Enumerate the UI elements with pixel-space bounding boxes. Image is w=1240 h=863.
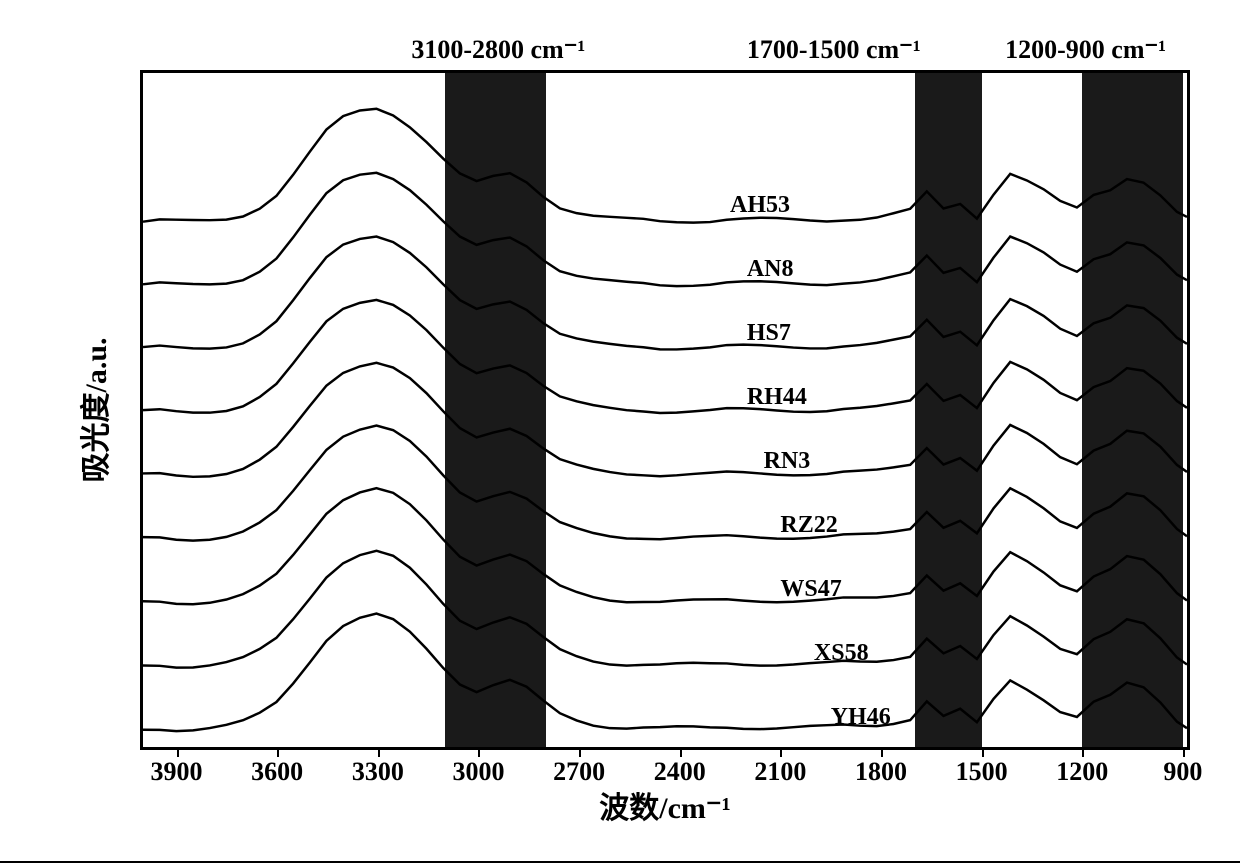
x-tick-label: 1800 — [855, 757, 907, 787]
spectrum-YH46 — [143, 614, 1187, 732]
spectrum-XS58 — [143, 551, 1187, 668]
band-label-2: 1200-900 cm⁻¹ — [1005, 35, 1166, 65]
spectrum-WS47 — [143, 488, 1187, 604]
series-label-an8: AN8 — [747, 256, 794, 283]
series-label-xs58: XS58 — [814, 640, 869, 667]
spectrum-AH53 — [143, 109, 1187, 223]
band-label-1: 1700-1500 cm⁻¹ — [747, 35, 921, 65]
x-tick-label: 3000 — [452, 757, 504, 787]
series-label-ws47: WS47 — [780, 576, 841, 603]
series-label-hs7: HS7 — [747, 320, 791, 347]
x-tick-label: 3900 — [151, 757, 203, 787]
x-tick-label: 1200 — [1056, 757, 1108, 787]
x-tick-label: 900 — [1163, 757, 1202, 787]
spectrum-RH44 — [143, 300, 1187, 413]
x-tick-label: 3300 — [352, 757, 404, 787]
series-label-rh44: RH44 — [747, 384, 807, 411]
band-label-0: 3100-2800 cm⁻¹ — [411, 35, 585, 65]
spectrum-HS7 — [143, 237, 1187, 350]
x-tick-label: 2700 — [553, 757, 605, 787]
series-label-rn3: RN3 — [764, 448, 811, 475]
y-axis-label: 吸光度/a.u. — [71, 337, 115, 482]
plot-area: 3100-2800 cm⁻¹ 1700-1500 cm⁻¹ 1200-900 c… — [140, 70, 1190, 750]
x-tick-label: 2100 — [754, 757, 806, 787]
spectrum-AN8 — [143, 173, 1187, 286]
series-label-yh46: YH46 — [831, 704, 891, 731]
spectra-lines — [143, 73, 1187, 747]
spectrum-RZ22 — [143, 426, 1187, 541]
x-tick-label: 3600 — [251, 757, 303, 787]
series-label-ah53: AH53 — [730, 192, 790, 219]
spectrum-RN3 — [143, 363, 1187, 477]
ftir-chart: 3100-2800 cm⁻¹ 1700-1500 cm⁻¹ 1200-900 c… — [60, 20, 1210, 800]
x-tick-label: 1500 — [956, 757, 1008, 787]
series-label-rz22: RZ22 — [780, 512, 837, 539]
x-axis-label: 波数/cm⁻¹ — [599, 783, 730, 827]
